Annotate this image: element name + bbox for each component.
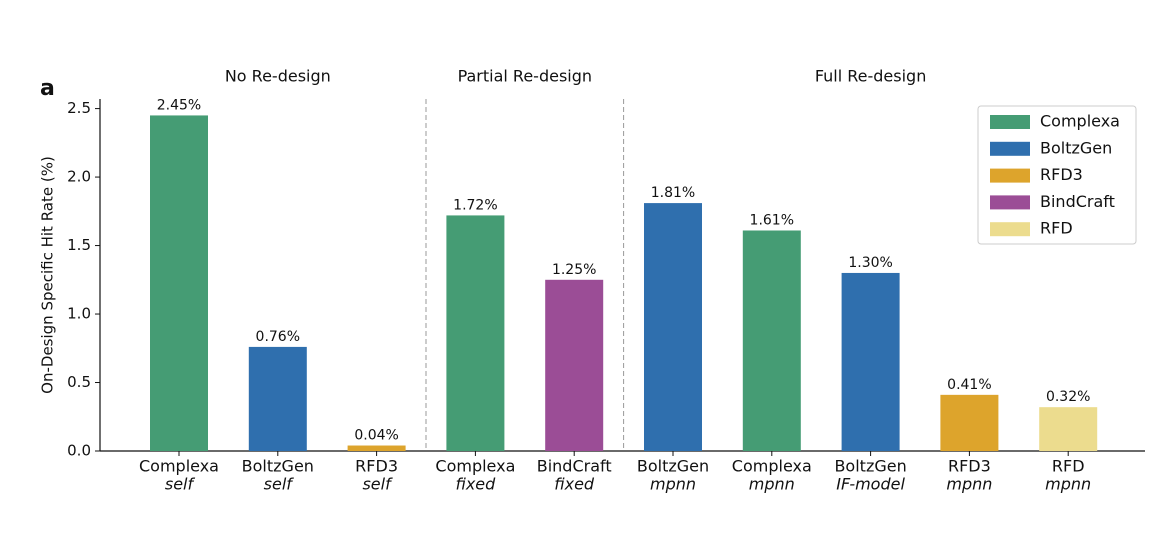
x-tick-method: fixed [554, 475, 595, 494]
bar [248, 346, 307, 451]
x-tick-method: mpnn [1045, 475, 1091, 494]
x-tick-method: self [264, 475, 295, 494]
legend-swatch [990, 168, 1030, 183]
value-label: 1.61% [750, 212, 794, 228]
y-tick-label: 2.0 [67, 168, 91, 186]
value-label: 1.30% [848, 255, 892, 271]
x-tick-label: RFD3 [355, 457, 398, 476]
x-tick-method: IF-model [836, 475, 905, 494]
panel-label: a [40, 76, 55, 101]
bar [545, 279, 604, 451]
legend-label: RFD [1040, 219, 1073, 238]
bar [347, 445, 406, 451]
x-tick-label: Complexa [139, 457, 219, 476]
x-tick-method: self [362, 475, 393, 494]
x-tick-label: RFD [1052, 457, 1085, 476]
value-label: 0.32% [1046, 389, 1090, 405]
y-tick-label: 1.0 [67, 305, 91, 323]
x-tick-label: BoltzGen [637, 457, 709, 476]
bar [1039, 407, 1098, 451]
value-label: 2.45% [157, 97, 201, 113]
y-tick-label: 0.5 [67, 373, 91, 391]
value-label: 0.76% [256, 329, 300, 345]
y-tick-label: 0.0 [67, 442, 91, 460]
x-tick-method: mpnn [946, 475, 992, 494]
bar [742, 230, 801, 451]
legend-swatch [990, 222, 1030, 237]
x-tick-method: mpnn [749, 475, 795, 494]
y-tick-label: 1.5 [67, 236, 91, 254]
group-label: No Re-design [225, 67, 331, 86]
legend-label: RFD3 [1040, 165, 1083, 184]
legend-swatch [990, 195, 1030, 210]
x-tick-label: Complexa [435, 457, 515, 476]
legend-box [977, 105, 1137, 245]
x-tick-method: fixed [455, 475, 496, 494]
legend-swatch [990, 115, 1030, 129]
y-axis-label: On-Design Specific Hit Rate (%) [39, 156, 57, 394]
legend-label: BindCraft [1040, 192, 1115, 211]
legend-swatch [990, 141, 1030, 156]
x-tick-label: BoltzGen [834, 457, 906, 476]
legend-label: BoltzGen [1040, 138, 1112, 157]
x-tick-label: RFD3 [948, 457, 991, 476]
group-label: Full Re-design [815, 67, 927, 86]
value-label: 0.04% [354, 428, 398, 444]
bar [446, 215, 505, 451]
x-tick-label: Complexa [732, 457, 812, 476]
value-label: 1.81% [651, 185, 695, 201]
bar [150, 115, 208, 452]
y-tick-label: 2.5 [67, 99, 91, 117]
bar [841, 272, 900, 451]
group-label: Partial Re-design [458, 67, 592, 86]
bar [940, 394, 999, 451]
value-label: 1.25% [552, 262, 596, 278]
bar [644, 203, 702, 451]
value-label: 0.41% [947, 377, 991, 393]
x-tick-method: mpnn [650, 475, 696, 494]
x-tick-label: BindCraft [537, 457, 612, 476]
x-tick-method: self [165, 475, 196, 494]
value-label: 1.72% [453, 197, 497, 213]
legend-label: Complexa [1040, 112, 1120, 131]
x-tick-label: BoltzGen [242, 457, 314, 476]
